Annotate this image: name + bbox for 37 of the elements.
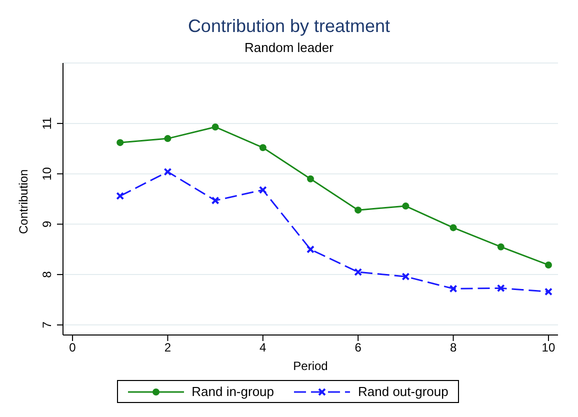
x-tick-label: 0 bbox=[69, 340, 76, 355]
point bbox=[164, 135, 172, 142]
x-tick-label: 8 bbox=[450, 340, 457, 355]
point bbox=[449, 284, 458, 293]
point bbox=[116, 192, 124, 200]
x-tick-label: 10 bbox=[542, 340, 556, 355]
point bbox=[116, 139, 124, 146]
point bbox=[497, 243, 504, 250]
chart-title: Contribution by treatment bbox=[186, 16, 392, 37]
y-tick-label: 11 bbox=[40, 116, 54, 130]
point bbox=[307, 175, 314, 182]
point bbox=[258, 186, 267, 194]
point bbox=[212, 123, 219, 130]
y-tick-label: 8 bbox=[40, 270, 54, 278]
chart-subtitle: Random leader bbox=[244, 40, 334, 55]
y-tick-label: 10 bbox=[40, 166, 54, 180]
y-tick-label: 7 bbox=[40, 321, 54, 328]
point bbox=[402, 272, 410, 281]
point bbox=[354, 206, 362, 214]
point bbox=[544, 288, 552, 296]
point bbox=[544, 261, 552, 268]
x-tick-label: 4 bbox=[260, 340, 267, 355]
legend-label: Rand in-group bbox=[190, 384, 274, 399]
point bbox=[450, 224, 457, 232]
x-tick-label: 6 bbox=[354, 340, 362, 355]
point bbox=[402, 202, 410, 210]
point bbox=[164, 168, 172, 176]
point bbox=[259, 144, 266, 152]
y-axis-title: Contribution bbox=[16, 169, 30, 234]
x-axis-title: Period bbox=[293, 359, 328, 373]
point bbox=[354, 268, 362, 276]
legend-label: Rand out-group bbox=[357, 384, 448, 399]
point bbox=[211, 196, 220, 205]
point bbox=[496, 284, 505, 292]
y-tick-label: 9 bbox=[40, 220, 54, 228]
x-tick-label: 2 bbox=[164, 340, 172, 355]
point bbox=[306, 245, 314, 254]
